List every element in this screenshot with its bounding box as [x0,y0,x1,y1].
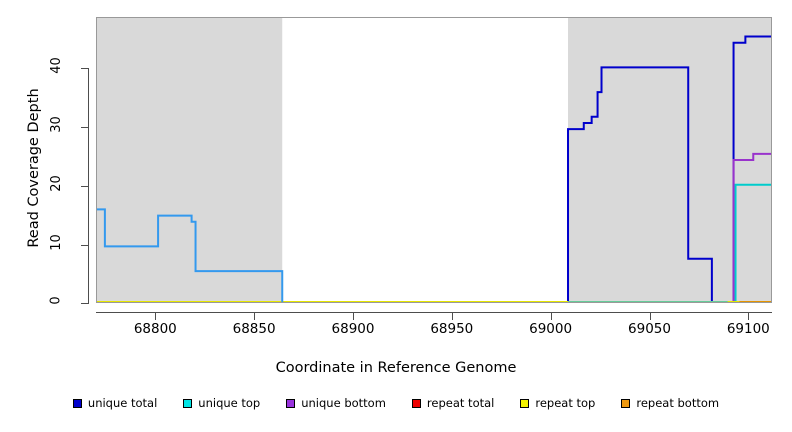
shaded-region-group [97,18,771,302]
y-tick-10 [81,245,88,246]
x-tick-68800 [155,313,157,320]
legend-swatch-icon [286,399,296,409]
y-tick-30 [81,127,88,128]
shaded-band-0 [97,18,283,302]
x-tick-label-69100: 69100 [726,321,770,337]
series-line-unique-total-left-segment [97,209,282,302]
legend-label: repeat total [426,396,495,410]
legend-item-repeat-total[interactable]: repeat total [411,396,495,410]
legend-swatch-icon [520,399,530,409]
x-tick-68850 [254,313,256,320]
series-group [97,37,771,302]
legend-item-repeat-top[interactable]: repeat top [520,396,596,410]
x-tick-68950 [451,313,453,320]
legend-label: unique total [87,396,158,410]
y-tick-20 [81,186,88,187]
y-tick-label-20: 20 [48,175,64,192]
x-tick-68900 [353,313,354,320]
x-tick-label-69000: 69000 [529,321,573,337]
y-tick-label-10: 10 [48,234,64,251]
x-tick-label-68900: 68900 [331,321,375,337]
y-tick-label-30: 30 [48,116,64,133]
x-tick-69000 [550,313,552,320]
legend-label: unique top [198,396,261,410]
series-line-unique-bottom [97,154,771,302]
x-axis-line [96,312,772,313]
series-line-unique-total [97,37,771,302]
y-tick-label-40: 40 [48,57,64,74]
x-tick-label-69050: 69050 [628,321,671,337]
x-tick-69050 [649,313,651,320]
y-tick-0 [81,303,88,304]
legend-item-unique-bottom[interactable]: unique bottom [286,396,386,410]
chart-legend: unique total unique top unique bottom repea… [0,396,792,410]
series-line-unique-top [97,185,771,302]
legend-item-repeat-bottom[interactable]: repeat bottom [621,396,720,410]
y-tick-label-0: 0 [48,296,64,305]
plot-area [96,17,772,303]
legend-item-unique-top[interactable]: unique top [183,396,261,410]
legend-swatch-icon [411,399,421,409]
y-axis-title: Read Coverage Depth [26,88,42,248]
coverage-plot-svg [97,18,771,302]
legend-label: unique bottom [301,396,386,410]
legend-swatch-icon [621,399,631,409]
x-axis-title: Coordinate in Reference Genome [275,360,517,376]
y-axis-line [88,68,89,304]
legend-swatch-icon [72,399,82,409]
y-tick-40 [81,68,88,69]
legend-label: repeat top [535,396,596,410]
x-tick-label-68850: 68850 [232,321,276,337]
x-tick-label-68800: 68800 [133,321,177,337]
legend-swatch-icon [183,399,193,409]
legend-label: repeat bottom [636,396,720,410]
x-tick-69100 [748,313,750,320]
x-tick-label-68950: 68950 [430,321,474,337]
legend-item-unique-total[interactable]: unique total [72,396,158,410]
